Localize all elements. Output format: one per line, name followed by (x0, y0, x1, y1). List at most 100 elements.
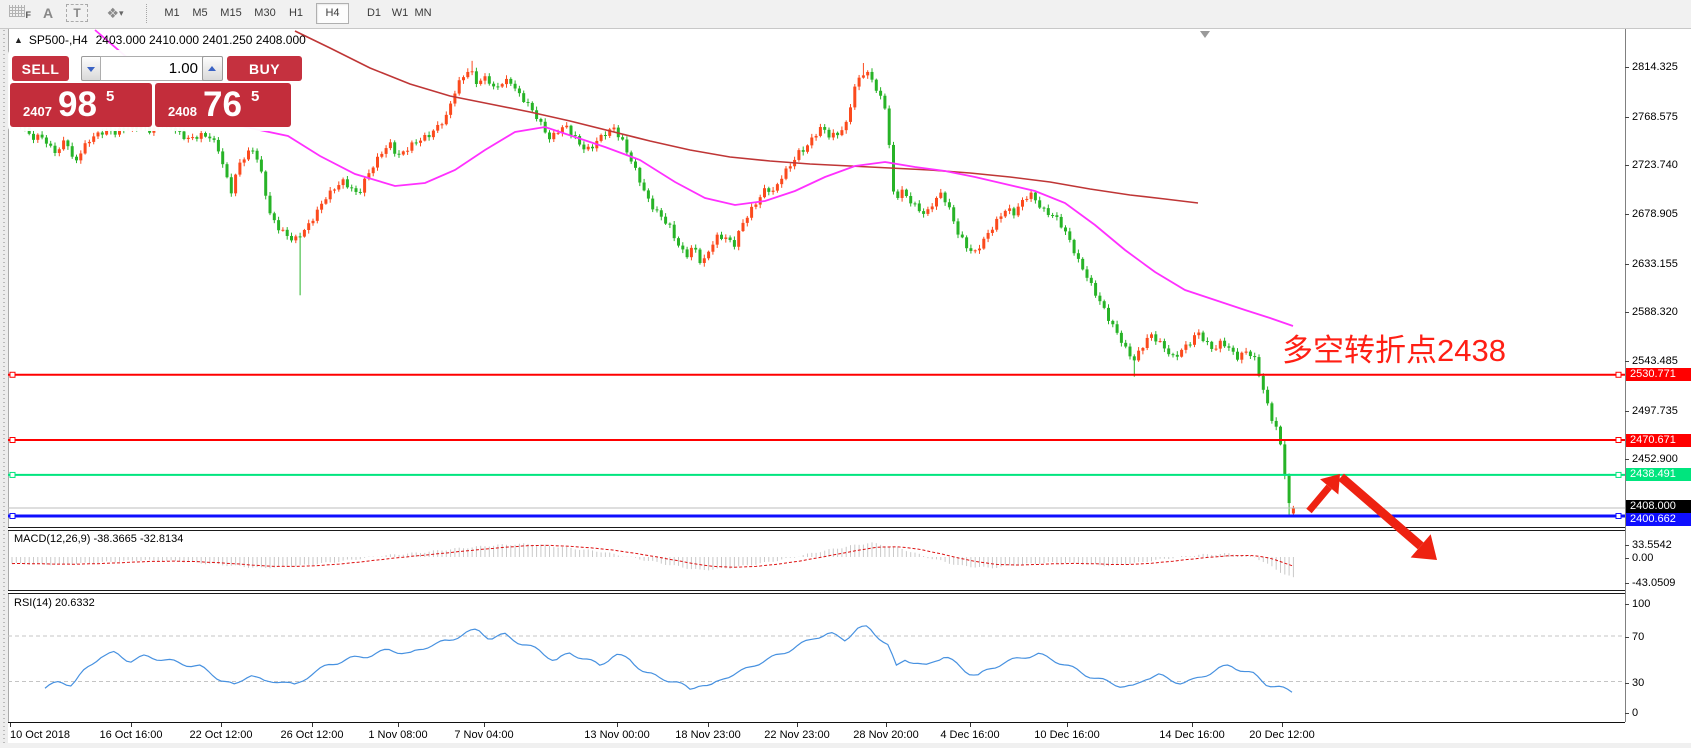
date-tick (708, 723, 709, 727)
price-badge: 2470.671 (1626, 433, 1691, 447)
annotation-text: 多空转折点2438 (1282, 333, 1506, 368)
price-tick-label: 2588.320 (1632, 306, 1678, 319)
chart-title: ▲ SP500-,H4 2403.000 2410.000 2401.250 240… (14, 33, 306, 47)
date-tick (312, 723, 313, 727)
macd-axis-label: -43.0509 (1632, 577, 1676, 589)
price-badge: 2400.662 (1626, 512, 1691, 526)
window-bottom-edge (0, 743, 1691, 748)
font-a-icon[interactable]: A (42, 5, 54, 21)
date-tick (970, 723, 971, 727)
price-tick-label: 2543.485 (1632, 354, 1678, 367)
candles (10, 60, 1295, 516)
price-tick-label: 2633.155 (1632, 257, 1678, 270)
timeframe-m1[interactable]: M1 (164, 7, 180, 19)
date-label: 16 Oct 16:00 (99, 729, 163, 741)
buy-button[interactable]: BUY (227, 56, 302, 81)
timeframe-m5[interactable]: M5 (192, 7, 208, 19)
rsi-pane (8, 625, 1625, 693)
macd-pane (11, 542, 1294, 578)
text-label-icon[interactable]: T (66, 4, 88, 22)
rsi-axis-label: 100 (1632, 598, 1651, 610)
left-panel-grip[interactable] (0, 28, 9, 743)
price-badge: 2408.000 (1626, 500, 1691, 514)
date-tick (1282, 723, 1283, 727)
date-label: 22 Oct 12:00 (189, 729, 253, 741)
plot-right-border (1625, 28, 1626, 722)
price-tick-label: 2768.575 (1632, 110, 1678, 123)
axis-tick (1625, 312, 1629, 314)
macd-axis-label: 33.5542 (1632, 539, 1672, 551)
date-label: 7 Nov 04:00 (454, 729, 514, 741)
timeframe-mn[interactable]: MN (414, 7, 432, 19)
axis-tick (1625, 637, 1629, 638)
date-label: 14 Dec 16:00 (1159, 729, 1225, 741)
price-tick-label: 2452.900 (1632, 453, 1678, 466)
axis-tick (1625, 558, 1629, 559)
rsi-axis-label: 70 (1632, 631, 1645, 643)
sell-price-sup: 5 (106, 88, 115, 105)
symbol-period: SP500-,H4 (28, 33, 88, 47)
rsi-axis-label: 30 (1632, 677, 1645, 689)
axis-tick (1625, 116, 1629, 118)
price-badge: 2530.771 (1626, 368, 1691, 382)
timeframe-h1[interactable]: H1 (288, 7, 304, 19)
pane-separator-rsi[interactable] (8, 590, 1625, 594)
macd-label: MACD(12,26,9) -38.3665 -32.8134 (14, 533, 184, 545)
rsi-line (44, 625, 1293, 693)
axis-tick (1625, 604, 1629, 605)
timeframe-h4[interactable]: H4 (316, 3, 349, 24)
expert-f-icon[interactable]: F (7, 3, 31, 23)
axis-tick (1625, 545, 1629, 546)
main-chart: 多空转折点2438 (8, 29, 1625, 560)
date-label: 18 Nov 23:00 (675, 729, 741, 741)
date-label: 10 Oct 2018 (10, 729, 70, 741)
macd-axis-label: 0.00 (1632, 552, 1654, 564)
ma-fast-line (94, 29, 1294, 327)
horizontal-lines[interactable] (8, 371, 1625, 519)
volume-input[interactable]: 1.00 (100, 56, 204, 81)
date-tick (886, 723, 887, 727)
rsi-label: RSI(14) 20.6332 (14, 597, 95, 609)
buy-price-sup: 5 (251, 88, 260, 105)
sell-button[interactable]: SELL (12, 56, 69, 81)
panel-collapse-arrow-icon[interactable]: ▲ (14, 35, 23, 45)
one-click-trade-panel: SELL 1.00 BUY 2407 98 5 2408 76 5 (8, 50, 304, 131)
drawn-arrow-2[interactable] (1338, 473, 1437, 560)
timeframe-m30[interactable]: M30 (254, 7, 276, 19)
date-tick (484, 723, 485, 727)
date-tick (221, 723, 222, 727)
buy-price-small: 2408 (168, 104, 197, 119)
axis-tick (1625, 459, 1629, 461)
macd-histogram (11, 542, 1294, 578)
rsi-axis-label: 0 (1632, 707, 1639, 719)
sell-price-big: 98 (58, 85, 97, 124)
axis-tick (1625, 213, 1629, 215)
pane-separator-macd[interactable] (8, 527, 1625, 531)
timeframe-m15[interactable]: M15 (220, 7, 242, 19)
date-label: 26 Oct 12:00 (280, 729, 344, 741)
timeframe-w1[interactable]: W1 (391, 7, 409, 19)
volume-increase-button[interactable] (202, 56, 223, 81)
date-label: 10 Dec 16:00 (1034, 729, 1100, 741)
macd-signal-line (11, 544, 1294, 568)
drawn-arrow-1[interactable] (1306, 474, 1340, 514)
price-axis: 2814.325 2768.575 2723.740 2678.905 2633.155… (1625, 28, 1691, 748)
cycle-arrows-glyph: ❖ (106, 5, 120, 21)
axis-tick (1625, 67, 1629, 68)
date-label: 4 Dec 16:00 (940, 729, 1000, 741)
timeframe-d1[interactable]: D1 (366, 7, 382, 19)
ma-slow-line (294, 30, 1199, 204)
axis-tick (1625, 263, 1629, 265)
date-tick (131, 723, 132, 727)
sell-price-box[interactable]: 2407 98 5 (10, 83, 152, 127)
date-label: 28 Nov 20:00 (853, 729, 919, 741)
date-tick (797, 723, 798, 727)
caret-down-icon (87, 67, 95, 72)
cycle-arrows-icon[interactable]: ❖▾ (98, 3, 132, 23)
chevron-down-icon: ▾ (119, 8, 124, 18)
date-tick (617, 723, 618, 727)
buy-price-box[interactable]: 2408 76 5 (155, 83, 291, 127)
volume-decrease-button[interactable] (81, 56, 102, 81)
price-tick-label: 2497.735 (1632, 404, 1678, 417)
